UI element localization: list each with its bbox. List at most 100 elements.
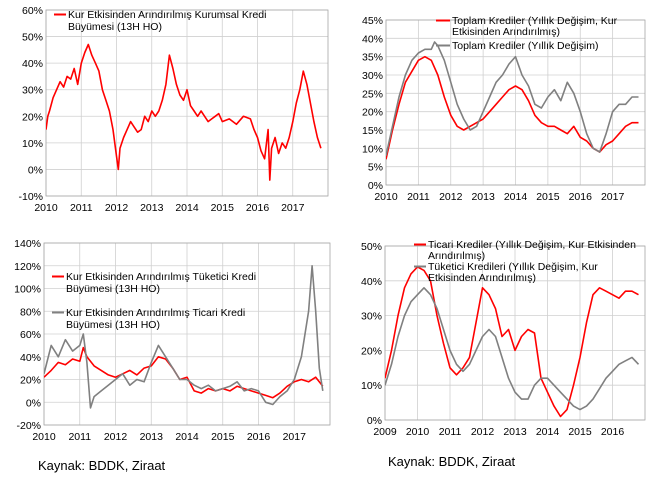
y-tick-label: 35% xyxy=(362,52,383,64)
series-line-1 xyxy=(46,43,322,181)
x-tick-label: 2009 xyxy=(373,426,397,438)
y-tick-label: 40% xyxy=(20,352,41,364)
y-tick-label: 5% xyxy=(368,162,383,174)
x-tick-label: 2012 xyxy=(105,202,129,214)
x-tick-label: 2013 xyxy=(140,202,164,214)
y-tick-label: 30% xyxy=(362,70,383,82)
legend-label: Ticari Krediler (Yıllık Değişim, Kur Etk… xyxy=(428,239,636,251)
x-tick-label: 2011 xyxy=(407,191,430,203)
legend-entry-2: Kur Etkisinden Arındırılmış Ticari Kredi… xyxy=(52,307,245,331)
y-tick-label: 50% xyxy=(22,32,43,44)
x-tick-label: 2016 xyxy=(247,431,271,443)
x-tick-label: 2016 xyxy=(246,202,270,214)
legend-entry-1: Kur Etkisinden Arındırılmış Kurumsal Kre… xyxy=(54,9,266,33)
legend-label: Toplam Krediler (Yıllık Değişim) xyxy=(452,40,598,52)
y-tick-label: 30% xyxy=(22,85,43,97)
x-tick-label: 2015 xyxy=(536,191,560,203)
x-tick-label: 2011 xyxy=(68,431,91,443)
y-tick-label: 0% xyxy=(368,180,383,192)
series-line-2 xyxy=(385,286,640,411)
x-tick-label: 2010 xyxy=(34,202,58,214)
source-note-right: Kaynak: BDDK, Ziraat xyxy=(388,454,516,469)
series-line-1 xyxy=(386,55,639,160)
y-tick-label: 60% xyxy=(22,5,43,17)
y-tick-label: 45% xyxy=(362,15,383,27)
legend-label: Arındırılmış) xyxy=(428,250,485,262)
x-tick-label: 2010 xyxy=(406,426,430,438)
y-tick-label: 40% xyxy=(361,276,382,288)
x-tick-label: 2011 xyxy=(439,426,462,438)
legend-entry-1: Toplam Krediler (Yıllık Değişim, KurEtki… xyxy=(436,15,618,38)
y-tick-label: 80% xyxy=(20,306,41,318)
x-tick-label: 2010 xyxy=(32,431,56,443)
x-tick-label: 2014 xyxy=(175,202,199,214)
legend-label: Tüketici Kredileri (Yıllık Değişim, Kur xyxy=(428,261,598,273)
legend-entry-2: Tüketici Kredileri (Yıllık Değişim, KurE… xyxy=(414,261,598,284)
x-tick-label: 2012 xyxy=(471,426,495,438)
plot-frame xyxy=(45,9,329,197)
x-tick-label: 2015 xyxy=(211,202,235,214)
legend-entry-2: Toplam Krediler (Yıllık Değişim) xyxy=(436,40,598,52)
x-tick-label: 2017 xyxy=(281,202,305,214)
plot-frame xyxy=(384,245,646,421)
y-tick-label: 100% xyxy=(14,284,41,296)
y-tick-label: 120% xyxy=(14,261,41,273)
y-tick-label: 0% xyxy=(28,164,43,176)
legend-label: Kur Etkisinden Arındırılmış Tüketici Kre… xyxy=(66,271,256,283)
series-line-2 xyxy=(44,264,324,409)
x-tick-label: 2013 xyxy=(503,426,527,438)
plot-frame xyxy=(385,19,646,186)
x-tick-label: 2014 xyxy=(175,431,199,443)
legend-entry-1: Ticari Krediler (Yıllık Değişim, Kur Etk… xyxy=(414,239,636,262)
x-tick-label: 2017 xyxy=(283,431,307,443)
x-tick-label: 2015 xyxy=(568,426,592,438)
y-tick-label: 40% xyxy=(22,58,43,70)
y-tick-label: 25% xyxy=(362,88,383,100)
x-tick-label: 2016 xyxy=(601,426,625,438)
y-tick-label: 20% xyxy=(362,107,383,119)
y-tick-label: 15% xyxy=(362,125,383,137)
y-tick-label: 40% xyxy=(362,33,383,45)
x-tick-label: 2014 xyxy=(504,191,528,203)
x-tick-label: 2012 xyxy=(439,191,463,203)
x-tick-label: 2011 xyxy=(70,202,93,214)
legend-label: Kur Etkisinden Arındırılmış Ticari Kredi xyxy=(66,307,245,319)
x-tick-label: 2016 xyxy=(569,191,593,203)
source-note-left: Kaynak: BDDK, Ziraat xyxy=(38,458,166,473)
y-tick-label: 10% xyxy=(361,380,382,392)
y-tick-label: 20% xyxy=(22,111,43,123)
x-tick-label: 2012 xyxy=(104,431,128,443)
plot-frame xyxy=(43,242,331,426)
y-tick-label: 0% xyxy=(26,397,41,409)
legend-label: Büyümesi (13H HO) xyxy=(66,283,160,295)
x-tick-label: 2010 xyxy=(374,191,398,203)
y-tick-label: -20% xyxy=(16,420,41,432)
x-tick-label: 2014 xyxy=(536,426,560,438)
legend-label: Büyümesi (13H HO) xyxy=(66,319,160,331)
y-tick-label: -10% xyxy=(18,191,43,203)
y-tick-label: 0% xyxy=(367,415,382,427)
y-tick-label: 30% xyxy=(361,311,382,323)
legend-label: Kur Etkisinden Arındırılmış Kurumsal Kre… xyxy=(68,9,266,21)
y-tick-label: 50% xyxy=(361,241,382,253)
x-tick-label: 2015 xyxy=(211,431,235,443)
chart-3: -20% 0% 20% 40% 60% 80% 100% 120% 140% 2010 2011 20… xyxy=(14,238,331,443)
series-line-2 xyxy=(386,41,639,156)
x-tick-label: 2017 xyxy=(601,191,625,203)
x-tick-label: 2013 xyxy=(471,191,495,203)
series-line-1 xyxy=(385,266,639,418)
legend-label: Etkisinden Arındırılmış) xyxy=(452,26,560,38)
y-tick-label: 20% xyxy=(361,345,382,357)
y-tick-label: 20% xyxy=(20,375,41,387)
y-tick-label: 140% xyxy=(14,238,41,250)
chart-1: -10% 0% 10% 20% 30% 40% 50% 60% 2010 2011 2012 2013… xyxy=(18,5,329,214)
y-tick-label: 60% xyxy=(20,329,41,341)
legend-label: Büyümesi (13H HO) xyxy=(68,21,162,33)
y-tick-label: 10% xyxy=(362,143,383,155)
legend-label: Toplam Krediler (Yıllık Değişim, Kur xyxy=(452,15,618,27)
chart-4: 0% 10% 20% 30% 40% 50% 2009 2010 2011 2012 2013 201… xyxy=(361,239,646,438)
x-tick-label: 2013 xyxy=(140,431,164,443)
y-tick-label: 10% xyxy=(22,138,43,150)
chart-2: 0% 5% 10% 15% 20% 25% 30% 35% 40% 45% 2010 2011 2012… xyxy=(362,15,646,203)
